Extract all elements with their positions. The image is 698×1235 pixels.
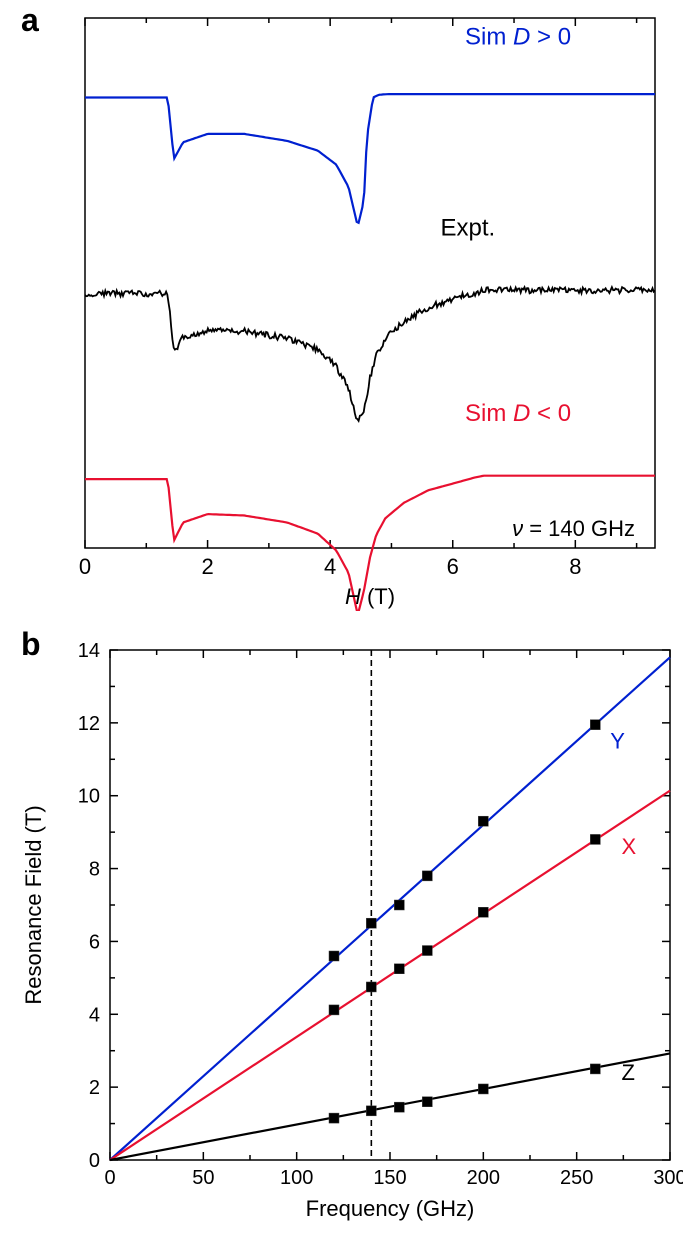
svg-text:6: 6 <box>89 931 100 953</box>
svg-text:0: 0 <box>89 1150 100 1172</box>
svg-text:6: 6 <box>447 554 459 579</box>
svg-text:8: 8 <box>89 859 100 881</box>
svg-text:Sim D > 0: Sim D > 0 <box>465 24 571 51</box>
panel-b-lines <box>110 657 670 1160</box>
svg-text:Sim D < 0: Sim D < 0 <box>465 400 571 427</box>
svg-text:8: 8 <box>569 554 581 579</box>
panel-a-frame <box>85 18 655 548</box>
panel-a: a 02468 Sim D > 0Expt.Sim D < 0 H (T) ν … <box>15 8 675 611</box>
panel-b-line-labels: Y X Z <box>610 728 636 1085</box>
svg-text:12: 12 <box>78 713 100 735</box>
panel-b-svg: 0 50 100 150 200 250 300 0 2 4 6 8 10 12 14 Y X Z Frequ… <box>15 630 683 1225</box>
svg-text:250: 250 <box>560 1167 593 1189</box>
panel-b-xticks: 0 50 100 150 200 250 300 <box>104 650 683 1189</box>
svg-text:14: 14 <box>78 640 100 662</box>
svg-text:Z: Z <box>621 1060 634 1085</box>
panel-a-xticks: 0 2 4 6 8 <box>79 18 637 579</box>
svg-text:Expt.: Expt. <box>440 214 495 241</box>
svg-text:10: 10 <box>78 786 100 808</box>
panel-b-yticks: 0 2 4 6 8 10 12 14 <box>78 640 670 1172</box>
svg-text:0: 0 <box>79 554 91 579</box>
svg-text:300: 300 <box>653 1167 683 1189</box>
panel-a-legends: Sim D > 0 Expt. Sim D < 0 <box>440 24 571 427</box>
svg-text:50: 50 <box>192 1167 214 1189</box>
panel-a-svg: 0 2 4 6 8 Sim D > 0 Expt. Sim D < 0 H (T) ν = … <box>15 8 675 611</box>
panel-b-xlabel: Frequency (GHz) <box>306 1196 475 1221</box>
svg-text:2: 2 <box>89 1077 100 1099</box>
panel-b-label: b <box>21 626 41 663</box>
svg-text:200: 200 <box>467 1167 500 1189</box>
svg-text:X: X <box>621 834 636 859</box>
svg-text:0: 0 <box>104 1167 115 1189</box>
svg-text:4: 4 <box>324 554 336 579</box>
svg-text:Y: Y <box>610 728 625 753</box>
panel-a-xlabel: H (T) <box>345 584 395 609</box>
panel-b-points <box>329 720 600 1123</box>
panel-a-label: a <box>21 2 39 39</box>
panel-b: b 050100150200250300 02468101214 YXZ Fre… <box>15 630 683 1225</box>
svg-text:4: 4 <box>89 1004 100 1026</box>
panel-a-frequency-text: ν = 140 GHz <box>512 516 635 541</box>
svg-text:100: 100 <box>280 1167 313 1189</box>
svg-text:150: 150 <box>373 1167 406 1189</box>
panel-b-ylabel: Resonance Field (T) <box>21 805 46 1004</box>
svg-text:2: 2 <box>201 554 213 579</box>
